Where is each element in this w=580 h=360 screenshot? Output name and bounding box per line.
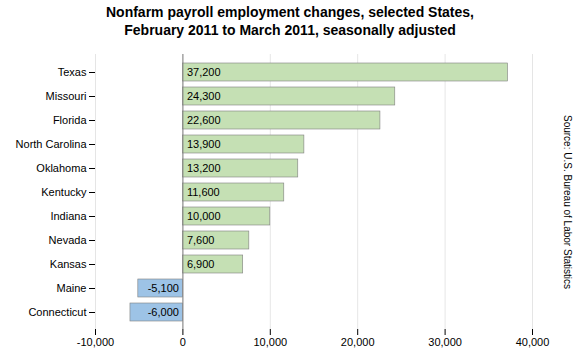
svg-text:Nevada: Nevada: [49, 234, 88, 246]
svg-text:Florida: Florida: [53, 114, 88, 126]
svg-text:10,000: 10,000: [253, 336, 287, 348]
svg-text:-6,000: -6,000: [148, 306, 179, 318]
svg-text:24,300: 24,300: [187, 90, 221, 102]
svg-text:37,200: 37,200: [187, 66, 221, 78]
svg-text:11,600: 11,600: [187, 186, 220, 198]
svg-text:Indiana: Indiana: [50, 210, 87, 222]
svg-text:0: 0: [180, 336, 186, 348]
svg-text:Kentucky: Kentucky: [41, 186, 87, 198]
html-text:Source: U.S. Bureau of Labor S: Source: U.S. Bureau of Labor Statistics: [561, 114, 573, 289]
svg-text:13,900: 13,900: [187, 138, 221, 150]
html-text:Nonfarm payroll employment cha: Nonfarm payroll employment changes, sele…: [106, 4, 474, 38]
svg-text:7,600: 7,600: [187, 234, 215, 246]
svg-text:North Carolina: North Carolina: [16, 138, 88, 150]
svg-text:Texas: Texas: [58, 66, 87, 78]
svg-text:10,000: 10,000: [187, 210, 221, 222]
svg-text:22,600: 22,600: [187, 114, 221, 126]
svg-text:Kansas: Kansas: [50, 258, 87, 270]
svg-text:30,000: 30,000: [428, 336, 462, 348]
svg-text:40,000: 40,000: [516, 336, 550, 348]
svg-text:6,900: 6,900: [187, 258, 215, 270]
svg-text:Oklahoma: Oklahoma: [36, 162, 87, 174]
svg-text:13,200: 13,200: [187, 162, 221, 174]
svg-text:-10,000: -10,000: [77, 336, 114, 348]
svg-text:20,000: 20,000: [341, 336, 375, 348]
svg-text:Missouri: Missouri: [46, 90, 87, 102]
svg-text:Maine: Maine: [57, 282, 87, 294]
svg-text:Connecticut: Connecticut: [28, 306, 86, 318]
svg-text:-5,100: -5,100: [148, 282, 179, 294]
